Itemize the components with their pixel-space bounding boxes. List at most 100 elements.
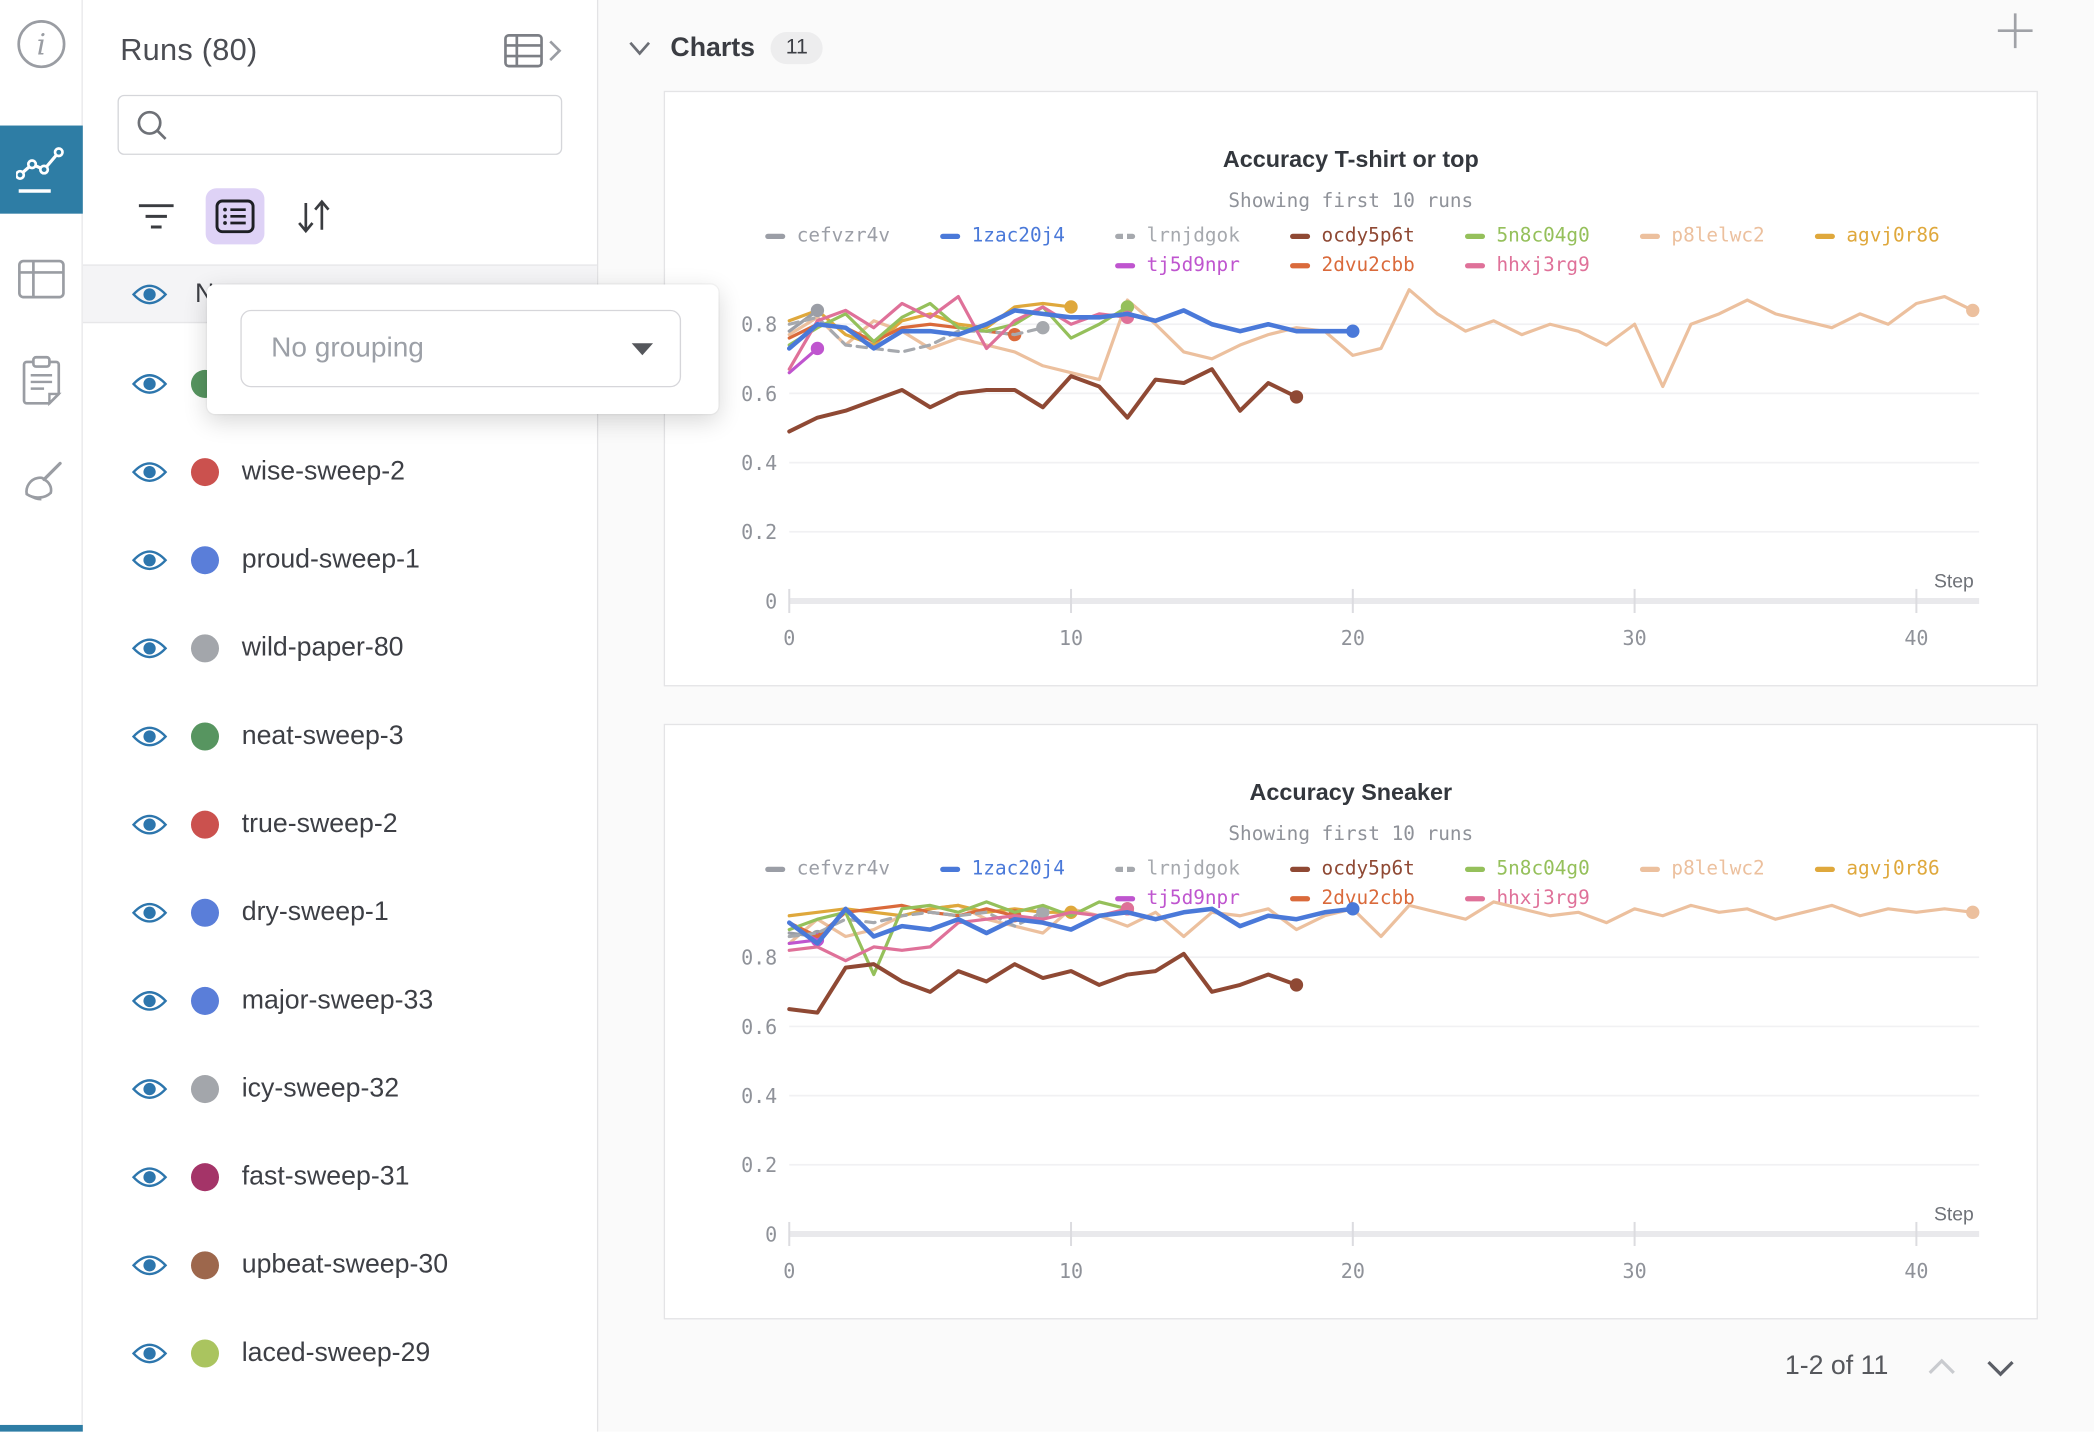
- legend-item-cefvzr4v[interactable]: cefvzr4v: [740, 222, 915, 251]
- eye-icon[interactable]: [131, 723, 168, 748]
- expand-runs-table-button[interactable]: [503, 33, 562, 68]
- eye-icon[interactable]: [131, 988, 168, 1013]
- eye-icon[interactable]: [131, 1164, 168, 1189]
- legend-marker: [1464, 895, 1485, 902]
- chart-plot[interactable]: 0 0.2 0.4 0.6 0.8 0 10 20 30 40 Step: [665, 899, 2039, 1321]
- legend-item-lrnjdgok[interactable]: lrnjdgok: [1090, 222, 1265, 251]
- left-icon-rail: i: [0, 0, 83, 1432]
- legend-item-p8lelwc2[interactable]: p8lelwc2: [1615, 855, 1790, 884]
- run-row[interactable]: upbeat-sweep-30: [83, 1221, 597, 1309]
- chevron-down-icon[interactable]: [625, 37, 654, 58]
- eye-icon[interactable]: [131, 811, 168, 836]
- legend-item-2dvu2cbb[interactable]: 2dvu2cbb: [1265, 251, 1440, 280]
- legend-marker: [764, 866, 785, 873]
- eye-icon[interactable]: [131, 1252, 168, 1277]
- legend-item-1zac20j4[interactable]: 1zac20j4: [915, 222, 1090, 251]
- svg-text:20: 20: [1341, 626, 1365, 650]
- legend-item-hhxj3rg9[interactable]: hhxj3rg9: [1440, 251, 1615, 280]
- chart-subtitle: Showing first 10 runs: [1228, 823, 1474, 846]
- series-end-dot: [810, 341, 825, 356]
- run-row[interactable]: neat-sweep-3: [83, 692, 597, 780]
- series-ocdy5p6t: [787, 951, 1299, 1015]
- series-ocdy5p6t: [787, 367, 1299, 434]
- run-name-label[interactable]: wise-sweep-2: [241, 456, 405, 486]
- run-name-label[interactable]: proud-sweep-1: [241, 544, 420, 574]
- legend-item-agvj0r86[interactable]: agvj0r86: [1790, 222, 1965, 251]
- chart-plot[interactable]: 0 0.2 0.4 0.6 0.8 0 10 20 30 40 Step: [665, 266, 2039, 688]
- chevron-up-icon[interactable]: [1923, 1355, 1960, 1379]
- run-name-label[interactable]: fast-sweep-31: [241, 1161, 410, 1191]
- eye-icon[interactable]: [131, 459, 168, 484]
- sweep-broom-button[interactable]: [0, 441, 83, 529]
- legend-marker: [1814, 233, 1835, 240]
- sort-runs-button[interactable]: [294, 195, 334, 238]
- run-color-dot: [190, 721, 220, 750]
- chart-card-accuracy-sneaker[interactable]: Accuracy Sneaker Showing first 10 runs cef…: [663, 723, 2039, 1321]
- legend-label: ocdy5p6t: [1321, 858, 1415, 881]
- eye-icon[interactable]: [131, 899, 168, 924]
- chart-card-accuracy-tshirt[interactable]: Accuracy T-shirt or top Showing first 10 …: [663, 90, 2039, 688]
- eye-icon[interactable]: [131, 1340, 168, 1365]
- legend-item-ocdy5p6t[interactable]: ocdy5p6t: [1265, 222, 1440, 251]
- run-name-label[interactable]: icy-sweep-32: [241, 1073, 400, 1103]
- run-name-label[interactable]: true-sweep-2: [241, 808, 398, 839]
- run-row[interactable]: icy-sweep-32: [83, 1044, 597, 1132]
- svg-text:0.8: 0.8: [741, 313, 777, 337]
- chevron-down-icon[interactable]: [1982, 1355, 2019, 1379]
- add-panel-button[interactable]: [1995, 11, 2035, 51]
- svg-text:0.4: 0.4: [741, 1084, 777, 1108]
- notes-button[interactable]: [0, 337, 83, 425]
- charts-section-label[interactable]: Charts: [670, 32, 756, 63]
- run-row[interactable]: wise-sweep-2: [83, 427, 597, 515]
- svg-text:20: 20: [1341, 1259, 1365, 1283]
- run-row[interactable]: major-sweep-33: [83, 956, 597, 1044]
- run-name-label[interactable]: neat-sweep-3: [241, 720, 404, 750]
- filter-runs-button[interactable]: [136, 200, 176, 232]
- legend-item-p8lelwc2[interactable]: p8lelwc2: [1615, 222, 1790, 251]
- grouping-select[interactable]: No grouping: [240, 309, 682, 388]
- svg-text:30: 30: [1623, 626, 1647, 650]
- legend-item-tj5d9npr[interactable]: tj5d9npr: [1090, 884, 1265, 913]
- info-button[interactable]: i: [0, 0, 83, 88]
- legend-item-hhxj3rg9[interactable]: hhxj3rg9: [1440, 884, 1615, 913]
- legend-label: 1zac20j4: [971, 858, 1065, 881]
- run-name-label[interactable]: major-sweep-33: [241, 984, 434, 1015]
- run-row[interactable]: laced-sweep-29: [83, 1309, 597, 1397]
- panel-table-button[interactable]: [0, 235, 83, 323]
- legend-item-5n8c04g0[interactable]: 5n8c04g0: [1440, 222, 1615, 251]
- run-row[interactable]: wild-paper-80: [83, 604, 597, 692]
- run-search-input[interactable]: [117, 94, 563, 155]
- legend-item-cefvzr4v[interactable]: cefvzr4v: [740, 855, 915, 884]
- legend-item-lrnjdgok[interactable]: lrnjdgok: [1090, 855, 1265, 884]
- eye-icon[interactable]: [131, 547, 168, 572]
- svg-text:0.6: 0.6: [741, 1015, 777, 1039]
- eye-icon[interactable]: [131, 371, 168, 396]
- info-icon: i: [17, 20, 66, 69]
- run-name-label[interactable]: wild-paper-80: [241, 632, 404, 662]
- svg-text:Step: Step: [1934, 1204, 1974, 1226]
- run-row[interactable]: proud-sweep-1: [83, 515, 597, 603]
- legend-item-1zac20j4[interactable]: 1zac20j4: [915, 855, 1090, 884]
- svg-text:0: 0: [783, 1259, 795, 1283]
- toggle-all-eye-icon[interactable]: [131, 281, 168, 306]
- run-row[interactable]: dry-sweep-1: [83, 868, 597, 956]
- legend-item-5n8c04g0[interactable]: 5n8c04g0: [1440, 855, 1615, 884]
- run-row[interactable]: fast-sweep-31: [83, 1132, 597, 1220]
- legend-item-tj5d9npr[interactable]: tj5d9npr: [1090, 251, 1265, 280]
- legend-item-ocdy5p6t[interactable]: ocdy5p6t: [1265, 855, 1440, 884]
- panel-charts-button[interactable]: [0, 125, 83, 214]
- run-name-label[interactable]: laced-sweep-29: [241, 1337, 431, 1367]
- eye-icon[interactable]: [131, 635, 168, 660]
- legend-item-agvj0r86[interactable]: agvj0r86: [1790, 855, 1965, 884]
- run-name-label[interactable]: dry-sweep-1: [241, 896, 389, 927]
- run-color-dot: [190, 545, 220, 574]
- eye-icon[interactable]: [131, 281, 168, 306]
- eye-icon[interactable]: [131, 1076, 168, 1101]
- group-runs-button[interactable]: [205, 188, 265, 245]
- run-name-label[interactable]: upbeat-sweep-30: [241, 1249, 449, 1279]
- legend-label: 2dvu2cbb: [1321, 888, 1415, 910]
- svg-text:Step: Step: [1934, 571, 1974, 593]
- legend-item-2dvu2cbb[interactable]: 2dvu2cbb: [1265, 884, 1440, 913]
- run-row[interactable]: true-sweep-2: [83, 780, 597, 868]
